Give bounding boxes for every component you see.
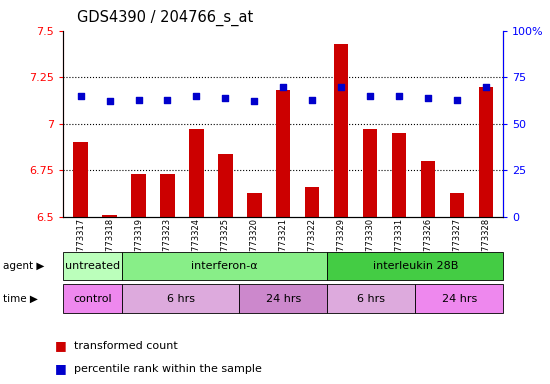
Bar [450,193,464,217]
Point [481,84,490,90]
Point [76,93,85,99]
Point [366,93,375,99]
Bar [102,215,117,217]
Point [337,84,345,90]
Bar [334,44,348,217]
Point [453,96,461,103]
Text: ■: ■ [55,362,67,375]
Point [424,95,432,101]
Text: transformed count: transformed count [74,341,178,351]
Point [250,98,258,104]
Point [221,95,230,101]
Bar [276,90,290,217]
Point [395,93,404,99]
Text: 24 hrs: 24 hrs [266,293,301,304]
Text: interleukin 28B: interleukin 28B [372,261,458,271]
Text: 24 hrs: 24 hrs [442,293,477,304]
Text: interferon-α: interferon-α [191,261,258,271]
Point [134,96,143,103]
Point [308,96,317,103]
Text: 6 hrs: 6 hrs [358,293,385,304]
Text: agent ▶: agent ▶ [3,261,44,271]
Bar [363,129,377,217]
Bar [218,154,233,217]
Bar [189,129,204,217]
Bar [131,174,146,217]
Text: control: control [73,293,112,304]
Bar [73,142,88,217]
Text: 6 hrs: 6 hrs [167,293,195,304]
Text: GDS4390 / 204766_s_at: GDS4390 / 204766_s_at [77,10,253,26]
Bar [247,193,262,217]
Bar [392,133,406,217]
Text: untreated: untreated [65,261,120,271]
Text: percentile rank within the sample: percentile rank within the sample [74,364,262,374]
Text: ■: ■ [55,339,67,352]
Point [163,96,172,103]
Bar [421,161,435,217]
Bar [305,187,320,217]
Point [279,84,288,90]
Bar [478,87,493,217]
Point [192,93,201,99]
Bar [160,174,175,217]
Point [105,98,114,104]
Text: time ▶: time ▶ [3,293,37,304]
